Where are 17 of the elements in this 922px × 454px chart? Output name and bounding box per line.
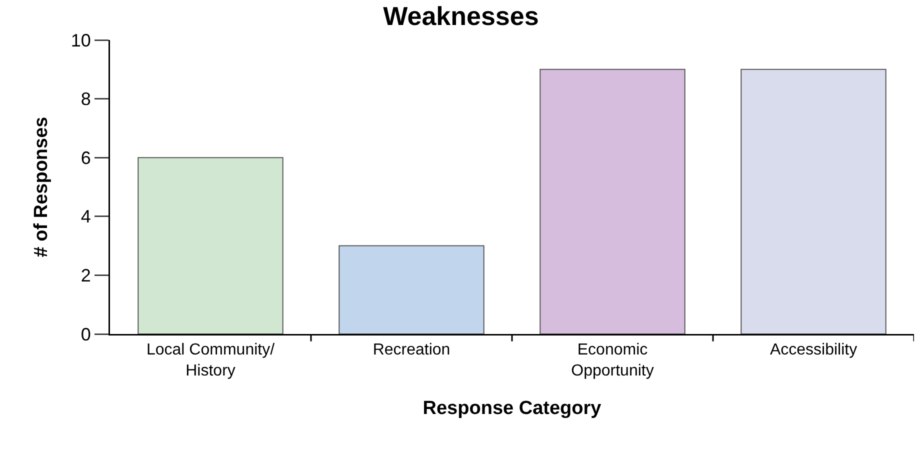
x-tick-label: Recreation: [372, 342, 450, 359]
y-tick-label: 2: [80, 266, 91, 286]
y-axis-title: # of Responses: [30, 116, 52, 258]
x-axis-title: Response Category: [422, 398, 602, 420]
x-tick-label: Local Community/ History: [146, 342, 276, 380]
y-tick-label: 4: [80, 206, 91, 227]
chart-title: Weaknesses: [383, 1, 539, 32]
bar: [740, 68, 886, 334]
y-tick-label: 8: [80, 89, 91, 110]
y-tick-label: 6: [80, 148, 91, 168]
bar: [540, 68, 686, 334]
y-tick-label: 10: [70, 30, 91, 50]
x-tick-label: Economic Opportunity: [571, 342, 654, 380]
y-tick-label: 0: [80, 324, 91, 344]
bar: [138, 157, 284, 334]
x-tick-label: Accessibility: [770, 342, 858, 359]
bar: [338, 245, 484, 334]
